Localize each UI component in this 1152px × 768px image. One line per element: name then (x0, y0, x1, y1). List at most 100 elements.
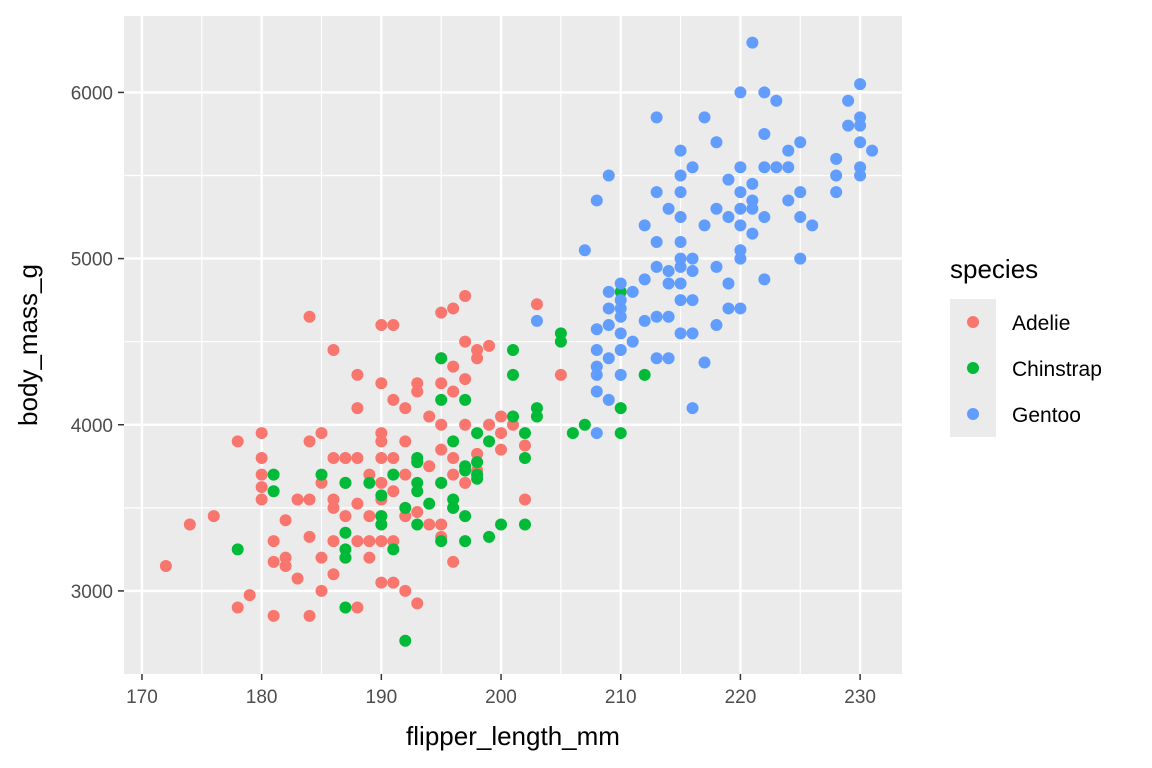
data-point-adelie (183, 518, 196, 531)
data-point-chinstrap (483, 435, 496, 448)
y-axis-ticks: 3000 4000 5000 6000 (71, 83, 124, 603)
data-point-adelie (411, 505, 424, 518)
data-point-adelie (459, 335, 472, 348)
data-point-adelie (363, 551, 376, 564)
data-point-chinstrap (375, 510, 388, 523)
data-point-adelie (387, 319, 400, 332)
data-point-adelie (327, 568, 340, 581)
data-point-gentoo (686, 327, 699, 340)
data-point-gentoo (710, 260, 723, 273)
data-point-gentoo (734, 302, 747, 315)
data-point-chinstrap (638, 368, 651, 381)
data-point-gentoo (830, 186, 843, 199)
data-point-gentoo (614, 277, 627, 290)
data-point-adelie (279, 551, 292, 564)
data-point-adelie (375, 576, 388, 589)
data-point-adelie (291, 572, 304, 585)
data-point-adelie (399, 584, 412, 597)
y-tick-label: 6000 (71, 83, 113, 104)
data-point-chinstrap (507, 410, 519, 423)
x-tick-label: 220 (725, 687, 757, 708)
data-point-adelie (375, 435, 388, 448)
data-point-adelie (399, 468, 412, 481)
data-point-adelie (279, 514, 292, 527)
data-point-chinstrap (614, 285, 627, 298)
data-point-gentoo (638, 273, 651, 286)
data-point-gentoo (626, 285, 639, 298)
data-point-adelie (447, 451, 460, 464)
x-tick-label: 190 (365, 687, 397, 708)
data-point-adelie (435, 418, 448, 431)
legend-key-chinstrap (967, 362, 979, 374)
data-point-chinstrap (267, 485, 280, 498)
y-axis-title: body_mass_g (13, 264, 43, 426)
data-point-gentoo (650, 352, 663, 365)
data-point-gentoo (794, 211, 807, 224)
data-point-chinstrap (507, 368, 519, 381)
data-point-chinstrap (411, 518, 424, 531)
data-point-gentoo (602, 169, 615, 182)
data-point-gentoo (602, 302, 615, 315)
data-point-chinstrap (267, 468, 280, 481)
data-point-adelie (363, 535, 376, 548)
data-point-adelie (351, 535, 364, 548)
data-point-gentoo (602, 393, 615, 406)
data-point-adelie (207, 510, 220, 523)
data-point-gentoo (722, 277, 735, 290)
data-point-gentoo (866, 144, 879, 157)
legend-key-gentoo (967, 408, 979, 420)
data-point-gentoo (770, 94, 783, 107)
data-point-chinstrap (614, 427, 627, 440)
data-point-gentoo (590, 385, 603, 398)
data-point-gentoo (770, 161, 783, 174)
data-point-gentoo (614, 302, 627, 315)
data-point-adelie (375, 377, 388, 390)
data-point-chinstrap (459, 535, 472, 548)
data-point-gentoo (674, 252, 687, 265)
data-point-gentoo (674, 144, 687, 157)
data-point-chinstrap (399, 634, 412, 647)
data-point-gentoo (782, 144, 795, 157)
data-point-adelie (303, 493, 316, 506)
data-point-adelie (518, 493, 531, 506)
data-point-chinstrap (459, 510, 472, 523)
data-point-gentoo (590, 360, 603, 373)
y-tick-label: 5000 (71, 250, 113, 271)
data-point-adelie (435, 443, 448, 456)
gridlines (124, 16, 902, 674)
data-point-adelie (255, 468, 268, 481)
data-point-gentoo (734, 186, 747, 199)
data-point-adelie (423, 518, 436, 531)
data-point-gentoo (854, 169, 867, 182)
data-point-adelie (411, 385, 424, 398)
data-point-chinstrap (554, 327, 567, 340)
data-point-gentoo (686, 252, 699, 265)
x-tick-label: 180 (246, 687, 278, 708)
data-point-gentoo (734, 252, 747, 265)
data-point-gentoo (530, 314, 543, 327)
data-point-gentoo (746, 194, 759, 207)
data-point-chinstrap (518, 427, 531, 440)
data-point-gentoo (650, 310, 663, 323)
data-point-gentoo (674, 211, 687, 224)
data-point-gentoo (746, 36, 759, 49)
data-point-gentoo (686, 294, 699, 307)
data-point-adelie (267, 609, 280, 622)
data-point-gentoo (854, 111, 867, 124)
data-point-gentoo (590, 427, 603, 440)
data-point-adelie (351, 601, 364, 614)
data-point-chinstrap (614, 402, 627, 415)
data-point-adelie (483, 418, 496, 431)
y-tick-label: 3000 (71, 582, 113, 603)
data-point-chinstrap (435, 476, 448, 489)
data-point-gentoo (602, 352, 615, 365)
data-point-adelie (231, 435, 244, 448)
data-point-gentoo (698, 219, 711, 232)
data-point-gentoo (626, 335, 639, 348)
data-point-chinstrap (435, 393, 448, 406)
data-point-gentoo (854, 136, 867, 149)
legend-title: species (950, 254, 1038, 284)
data-point-adelie (159, 559, 172, 572)
data-point-chinstrap (339, 551, 352, 564)
